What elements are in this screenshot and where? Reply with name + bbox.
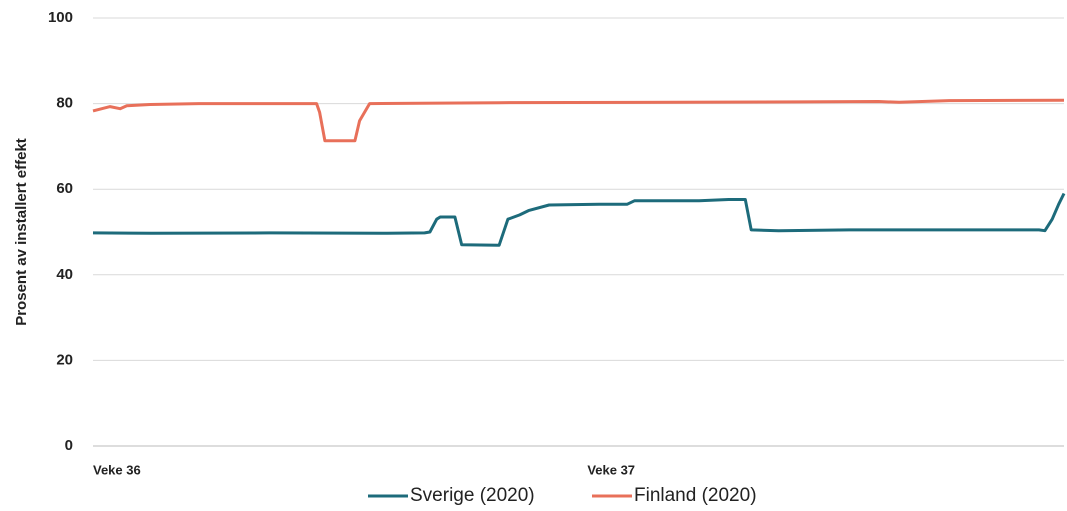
y-tick-label: 40 — [56, 266, 73, 283]
series-line — [92, 192, 1066, 247]
x-tick-label: Veke 36 — [93, 462, 141, 477]
y-tick-label: 0 — [65, 437, 73, 454]
y-tick-label: 80 — [56, 95, 73, 112]
y-tick-label: 100 — [48, 9, 73, 26]
legend-label: Sverige (2020) — [410, 485, 535, 506]
series-line — [92, 98, 1065, 143]
x-tick-label: Veke 37 — [587, 462, 635, 477]
y-tick-label: 60 — [56, 180, 73, 197]
y-tick-label: 20 — [56, 351, 73, 368]
y-axis-label: Prosent av installert effekt — [13, 138, 30, 326]
legend-label: Finland (2020) — [634, 485, 757, 506]
